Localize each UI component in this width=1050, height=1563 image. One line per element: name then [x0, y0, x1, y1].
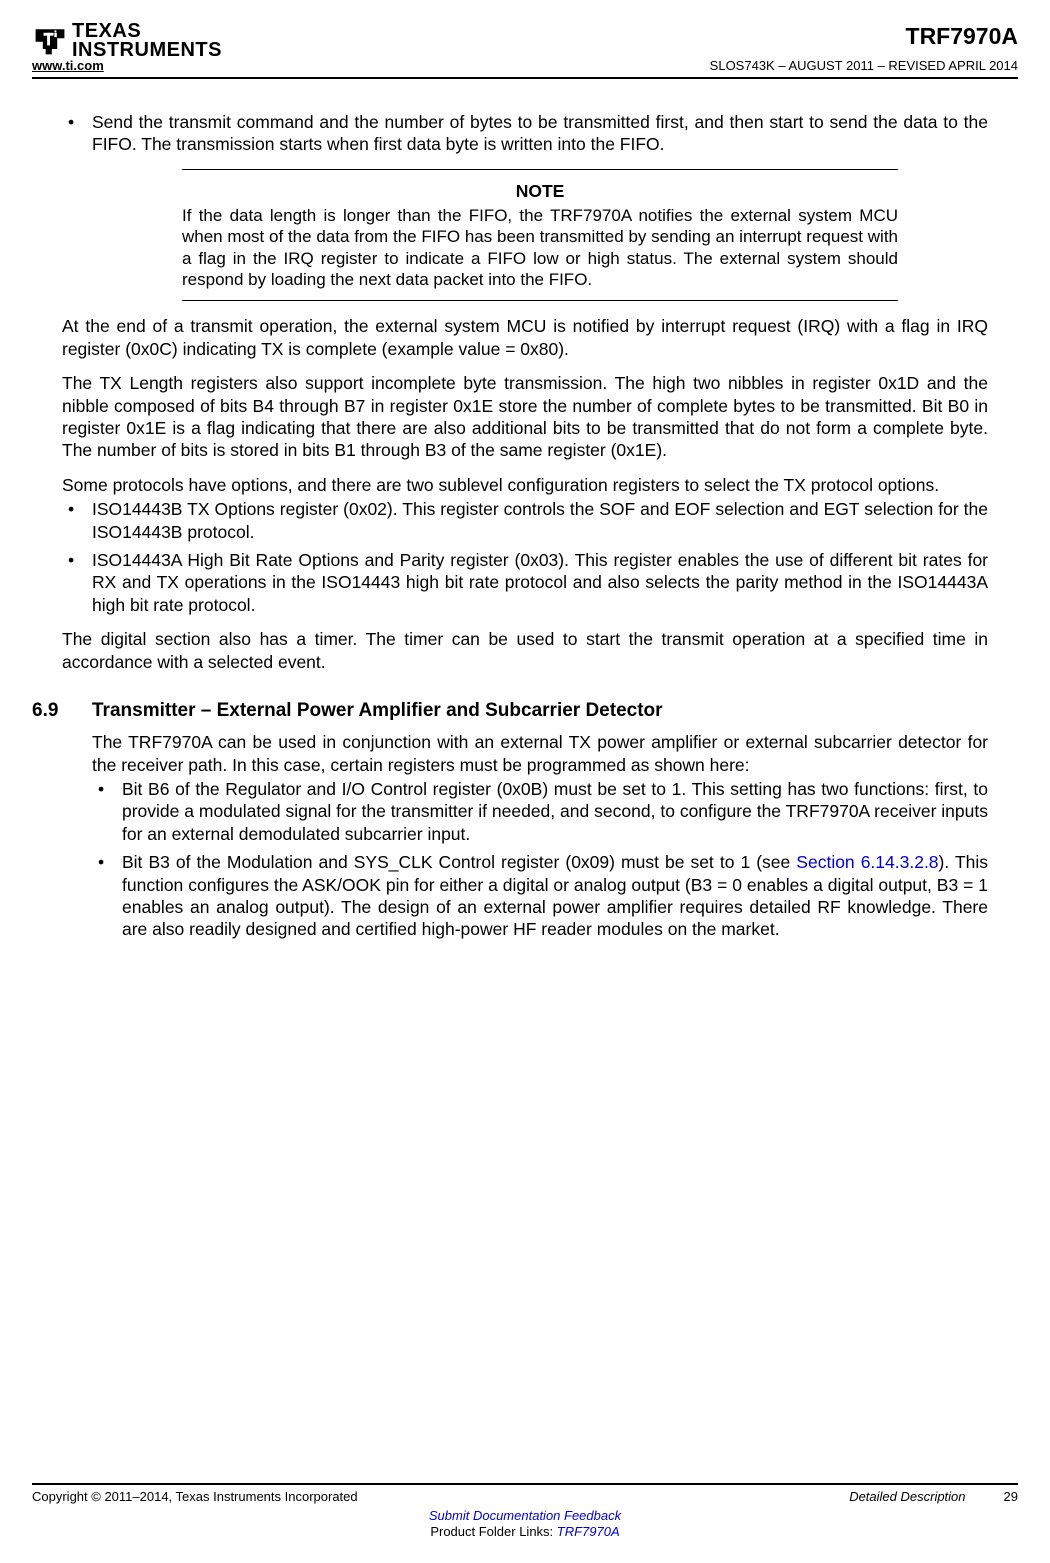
part-number: TRF7970A — [906, 22, 1018, 51]
note-title: NOTE — [182, 180, 898, 202]
paragraph-4: The digital section also has a timer. Th… — [62, 628, 988, 673]
sublist-item-1: ISO14443B TX Options register (0x02). Th… — [92, 498, 988, 543]
section-number: 6.9 — [32, 699, 92, 947]
note-box: NOTE If the data length is longer than t… — [182, 169, 898, 301]
note-body: If the data length is longer than the FI… — [182, 205, 898, 291]
ti-logo: TEXAS INSTRUMENTS — [32, 22, 222, 60]
paragraph-2: The TX Length registers also support inc… — [62, 372, 988, 462]
intro-bullet: Send the transmit command and the number… — [92, 111, 988, 156]
ti-chip-icon — [32, 22, 68, 58]
footer-section-label: Detailed Description — [849, 1489, 965, 1506]
document-number: SLOS743K – AUGUST 2011 – REVISED APRIL 2… — [710, 58, 1018, 75]
section-title: Transmitter – External Power Amplifier a… — [92, 699, 988, 723]
bullet-mark: • — [62, 549, 92, 616]
page-footer: Copyright © 2011–2014, Texas Instruments… — [32, 1483, 1018, 1541]
bullet-mark: • — [62, 498, 92, 543]
product-folder-link[interactable]: TRF7970A — [557, 1524, 620, 1539]
bullet-mark: • — [92, 778, 122, 845]
section-bullet-1: Bit B6 of the Regulator and I/O Control … — [122, 778, 988, 845]
bullet-mark: • — [62, 111, 92, 156]
b2-pre: Bit B3 of the Modulation and SYS_CLK Con… — [122, 852, 796, 872]
copyright-text: Copyright © 2011–2014, Texas Instruments… — [32, 1489, 358, 1506]
feedback-link[interactable]: Submit Documentation Feedback — [429, 1508, 621, 1523]
paragraph-1: At the end of a transmit operation, the … — [62, 315, 988, 360]
section-ref-link[interactable]: Section 6.14.3.2.8 — [796, 852, 938, 872]
bullet-mark: • — [92, 851, 122, 941]
page-number: 29 — [1004, 1489, 1018, 1506]
sublist-item-2: ISO14443A High Bit Rate Options and Pari… — [92, 549, 988, 616]
section-bullet-2: Bit B3 of the Modulation and SYS_CLK Con… — [122, 851, 988, 941]
website-link[interactable]: www.ti.com — [32, 58, 104, 75]
section-para-1: The TRF7970A can be used in conjunction … — [92, 731, 988, 776]
paragraph-3: Some protocols have options, and there a… — [62, 474, 988, 496]
folder-label: Product Folder Links: — [430, 1524, 556, 1539]
